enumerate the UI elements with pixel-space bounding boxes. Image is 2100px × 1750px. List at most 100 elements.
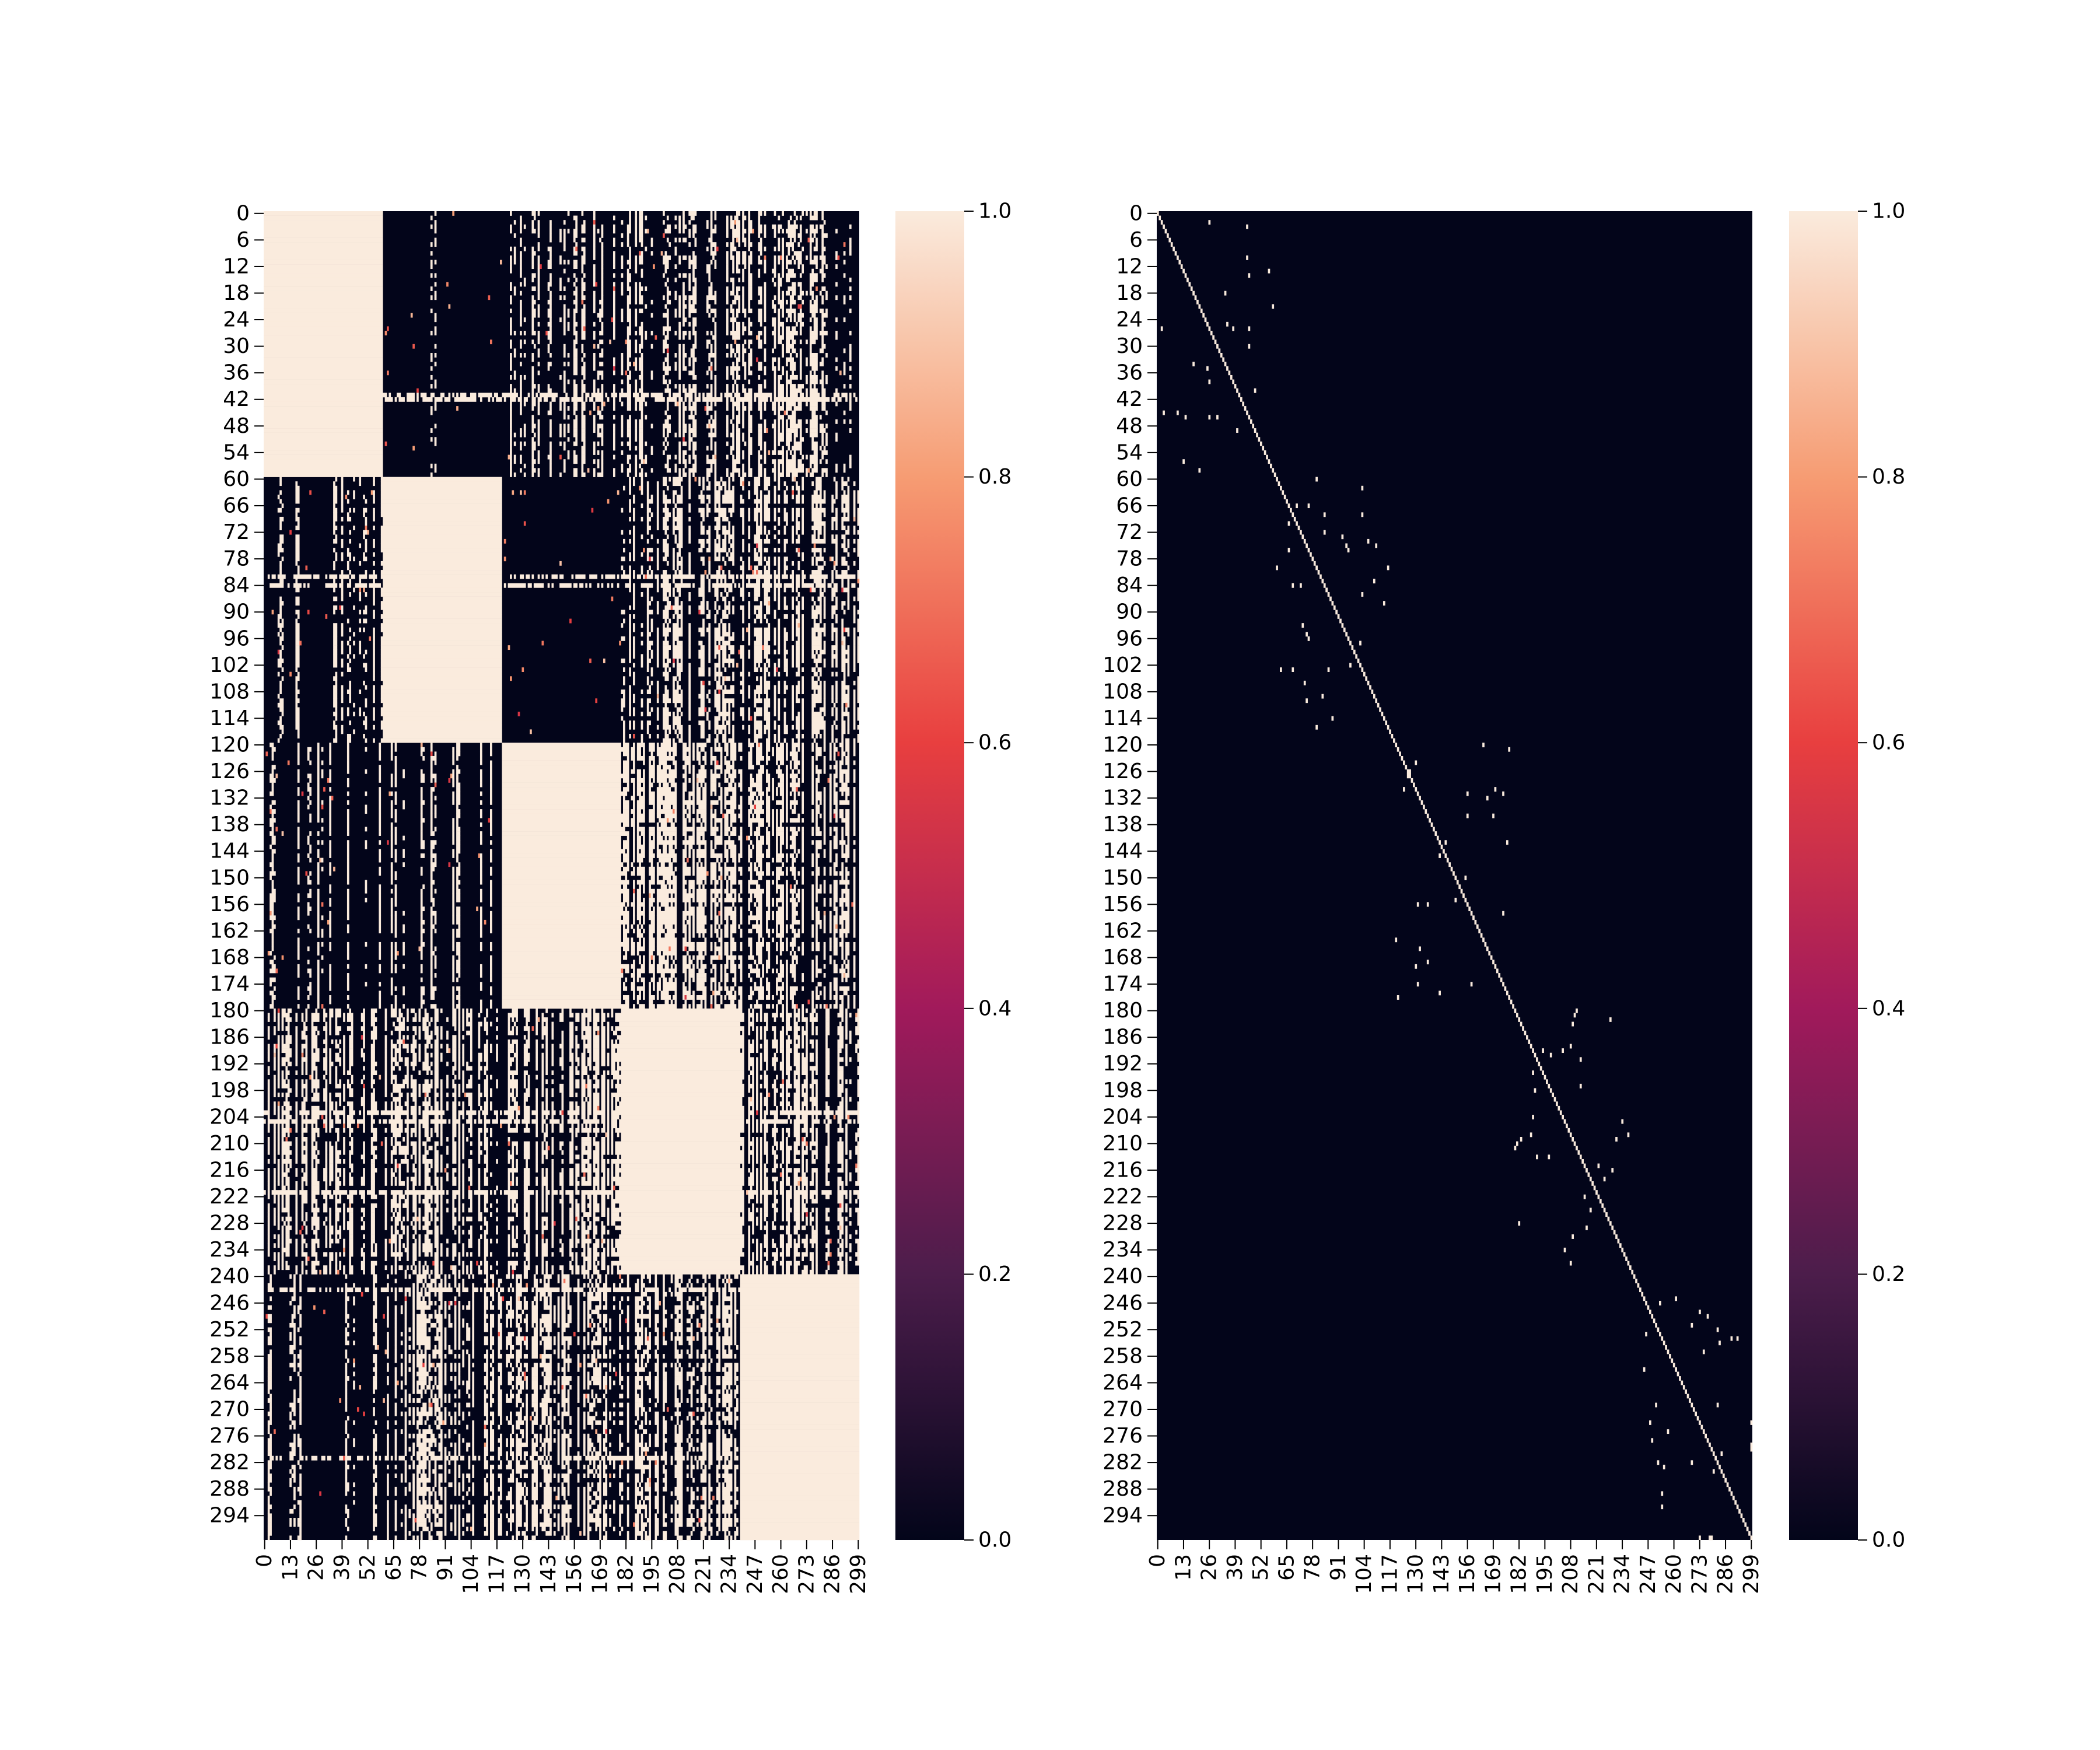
heatmap-cell [722,543,727,548]
heatmap-cell [792,658,794,663]
heatmap-cell [857,490,860,495]
heatmap-cell [607,397,610,402]
heatmap-cell [754,738,758,743]
heatmap-cell [635,229,638,234]
heatmap-cell [682,237,687,243]
heatmap-cell [754,508,762,513]
heatmap-cell [434,437,437,442]
heatmap-cell [714,454,717,460]
heatmap-cell [774,432,776,438]
heatmap-cell [680,690,683,694]
heatmap-cell [678,321,681,327]
heatmap-cell [383,516,502,522]
heatmap-cell [666,401,669,407]
heatmap-cell [792,596,794,601]
heatmap-cell [448,778,451,783]
heatmap-cell [380,508,502,513]
heatmap-cell [688,503,691,509]
heatmap-cell [853,738,856,743]
heatmap-cell [619,397,621,402]
heatmap-cell [666,623,669,628]
heatmap-cell [656,698,659,704]
heatmap-cell [700,610,705,615]
heatmap-cell [853,627,856,632]
heatmap-cell [676,556,679,562]
heatmap-cell [778,362,780,367]
heatmap-cell [636,791,641,796]
heatmap-cell [708,534,711,540]
heatmap-cell [277,548,284,552]
heatmap-cell [843,242,846,247]
heatmap-cell [853,508,856,513]
heatmap-cell [813,618,816,624]
heatmap-cell [673,512,675,517]
heatmap-cell [809,357,818,362]
heatmap-cell [383,579,502,584]
heatmap-cell [748,237,751,243]
heatmap-cell [380,574,502,579]
heatmap-cell [646,610,653,615]
heatmap-cell [730,543,734,548]
heatmap-cell [663,658,665,663]
heatmap-cell [673,548,675,552]
heatmap-cell [659,755,675,761]
heatmap-cell [663,724,671,730]
heatmap-cell [612,215,615,220]
heatmap-cell [696,751,701,757]
heatmap-cell [575,224,578,229]
heatmap-cell [742,526,744,531]
heatmap-cell [758,769,764,774]
heatmap-cell [692,357,697,362]
heatmap-cell [764,503,768,509]
heatmap-cell [748,290,752,296]
heatmap-cell [809,344,812,349]
heatmap-cell [633,636,635,641]
heatmap-cell [520,340,522,345]
heatmap-cell [629,446,631,451]
heatmap-cell [430,273,433,278]
heatmap-cell [774,649,776,654]
heatmap-cell [341,729,344,734]
heatmap-cell [833,743,836,748]
heatmap-cell [744,393,752,398]
heatmap-cell [335,552,338,557]
heatmap-cell [601,321,604,327]
heatmap-cell [390,774,393,779]
heatmap-cell [778,393,784,398]
heatmap-cell [680,565,683,570]
heatmap-cell [688,277,691,282]
heatmap-cell [823,645,826,650]
heatmap-cell [726,592,729,597]
heatmap-cell [758,374,761,380]
heatmap-cell [857,690,860,694]
heatmap-cell [335,716,338,721]
heatmap-cell [714,366,717,371]
heatmap-cell [513,441,516,446]
heatmap-cell [736,437,741,442]
heatmap-cell [609,340,611,345]
heatmap-cell [831,707,834,712]
heatmap-cell [758,450,761,455]
heatmap-cell [489,782,492,788]
heatmap-cell [301,791,304,796]
heatmap-cell [264,468,383,473]
heatmap-cell [583,441,586,446]
heatmap-cell [849,344,852,349]
heatmap-cell [835,432,838,438]
heatmap-cell [754,690,762,694]
heatmap-cell [612,255,615,260]
heatmap-cell [720,477,723,482]
heatmap-cell [797,778,800,783]
heatmap-cell [640,370,643,376]
heatmap-cell [728,724,731,730]
heatmap-cell [748,379,751,384]
heatmap-cell [621,424,624,429]
heatmap-cell [764,565,766,570]
heatmap-cell [802,512,804,517]
heatmap-cell [503,397,506,402]
heatmap-cell [640,658,643,663]
heatmap-cell [510,428,512,433]
heatmap-cell [649,782,653,788]
heatmap-cell [295,712,300,716]
heatmap-cell [277,702,284,708]
